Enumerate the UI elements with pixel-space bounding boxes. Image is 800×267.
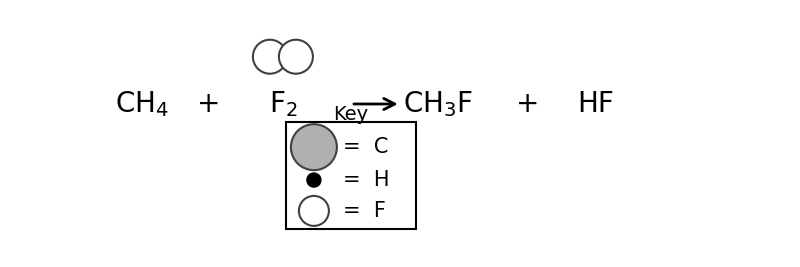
- Text: +: +: [197, 90, 220, 118]
- Text: Key: Key: [334, 105, 369, 124]
- Text: HF: HF: [578, 90, 614, 118]
- Circle shape: [299, 196, 329, 226]
- Text: =  F: = F: [343, 201, 386, 221]
- Bar: [286, 123, 416, 229]
- Circle shape: [291, 124, 337, 170]
- Text: =  C: = C: [343, 137, 389, 157]
- Text: CH$_3$F: CH$_3$F: [403, 89, 473, 119]
- Text: CH$_4$: CH$_4$: [115, 89, 169, 119]
- Text: +: +: [516, 90, 539, 118]
- Circle shape: [253, 40, 287, 74]
- Text: =  H: = H: [343, 170, 390, 190]
- Text: F$_2$: F$_2$: [269, 89, 298, 119]
- Circle shape: [279, 40, 313, 74]
- Circle shape: [307, 173, 321, 187]
